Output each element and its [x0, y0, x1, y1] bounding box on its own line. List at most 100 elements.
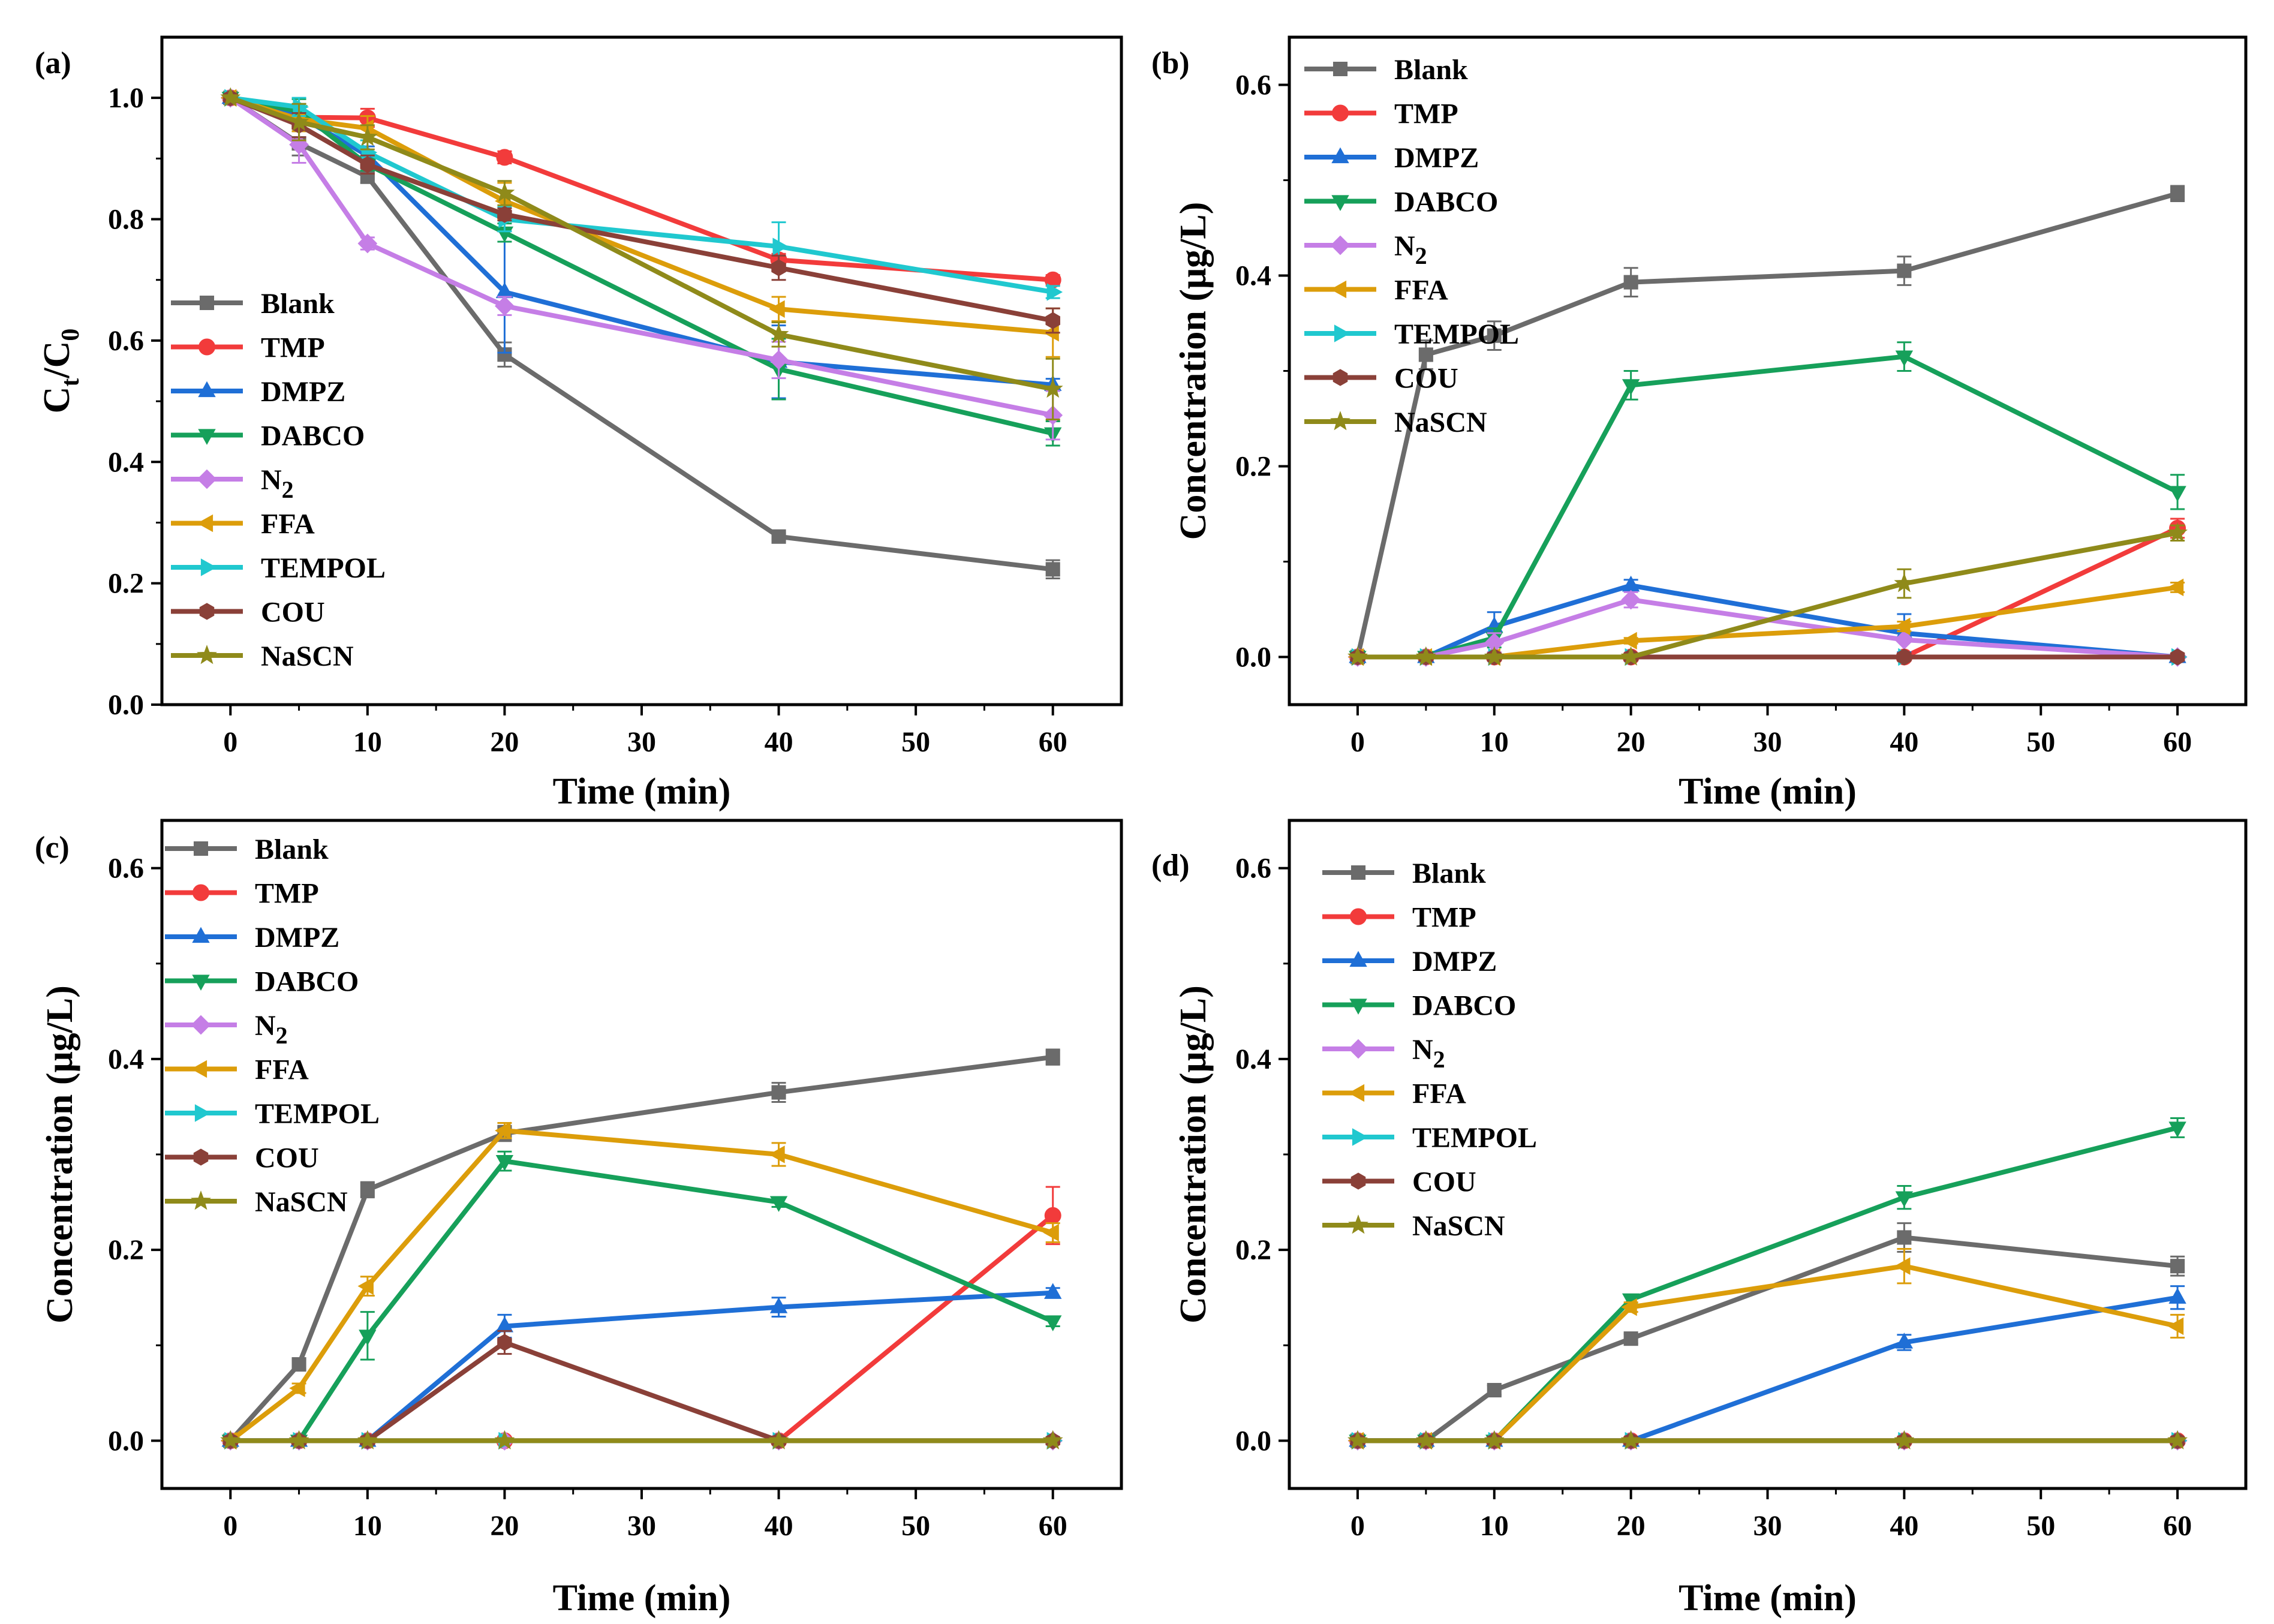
panel-d-series-nascn-point: [1347, 1430, 1368, 1449]
panel-d-series-ffa-line: [1357, 1264, 2178, 1443]
panel-c-legend-swatch-marker: [193, 1148, 209, 1166]
panel-a-ytick-label: 0.4: [108, 446, 144, 478]
panel-c-legend-swatch-marker: [194, 1104, 211, 1122]
panel-a-legend-item-nascn: NaSCN: [171, 640, 354, 672]
panel-b-series-dabco-point: [1895, 350, 1914, 367]
panel-b-legend-swatch-marker: [1332, 104, 1349, 122]
panel-c-series-nascn-point: [494, 1430, 515, 1449]
panel-a-legend-label: Blank: [261, 288, 335, 320]
panel-b-legend-swatch-marker: [1334, 324, 1350, 342]
panel-b-series-nascn-point: [1347, 646, 1368, 666]
panel-b-legend-item-cou: COU: [1304, 363, 1458, 395]
panel-d-series-blank-line: [1357, 1235, 2178, 1443]
panel-b-series-cou-point: [2170, 648, 2185, 666]
panel-b-series-n2-point: [1621, 590, 1641, 610]
panel-c-legend-item-dmpz: DMPZ: [165, 922, 339, 954]
panel-c-ytick-label: 0.6: [108, 853, 144, 885]
panel-c-legend-label: TEMPOL: [255, 1098, 380, 1130]
panel-a-xtick-label: 20: [490, 726, 519, 758]
panel-a-ylabel: Ct/C0: [37, 329, 85, 414]
panel-b-legend-label: TMP: [1394, 98, 1458, 130]
panel-d-xtick-label: 10: [1480, 1510, 1509, 1542]
panel-c-legend-label: DMPZ: [255, 922, 339, 954]
panel-a-series-nascn-point: [1042, 378, 1063, 398]
panel-a-label: (a): [35, 46, 71, 80]
panel-c-series-blank-point: [1045, 1049, 1060, 1064]
panel-d-legend-label: FFA: [1412, 1078, 1466, 1110]
panel-a-legend-swatch-marker: [198, 338, 215, 356]
panel-d-series-dmpz-line: [1357, 1295, 2178, 1443]
panel-a-ytick-label: 0.6: [108, 325, 144, 357]
panel-b-legend-label: NaSCN: [1394, 407, 1487, 438]
panel-b-legend-label: DMPZ: [1394, 142, 1479, 174]
panel-a-legend-swatch-marker: [197, 469, 217, 489]
panel-c-legend-item-ffa: FFA: [165, 1054, 309, 1086]
panel-a-series-dmpz: [221, 88, 1062, 399]
panel-b-xtick-label: 50: [2026, 726, 2055, 758]
panel-d-legend-label: Blank: [1412, 858, 1486, 889]
panel-d-legend-item-cou: COU: [1322, 1166, 1476, 1198]
panel-c-legend: Blank TMP DMPZ DABCO N2 FFA TEMPOL COU NaSCN: [165, 834, 380, 1218]
panel-c-series-blank-point: [771, 1085, 786, 1100]
panel-b-ytick-label: 0.2: [1235, 451, 1271, 483]
panel-d-legend-swatch-marker: [1350, 1172, 1366, 1190]
panel-c-series-nascn-point: [768, 1430, 789, 1449]
panel-c-series-tmp-point: [1044, 1207, 1061, 1224]
panel-b-legend-label: Blank: [1394, 54, 1468, 86]
panel-c-series-nascn-point: [288, 1430, 309, 1449]
panel-b-xlabel: Time (min): [1679, 771, 1857, 812]
panel-d-series-nascn-point: [1415, 1430, 1436, 1449]
panel-c-series-nascn: [220, 1430, 1063, 1449]
panel-d-ytick-label: 0.4: [1235, 1043, 1271, 1075]
panel-b-series-dabco-point: [1622, 379, 1640, 395]
panel-d-ytick-label: 0.0: [1235, 1425, 1271, 1457]
panel-a-series-ffa-point: [769, 300, 785, 318]
panel-c-series-dabco-point: [769, 1196, 788, 1212]
panel-d-ylabel: Concentration (μg/L): [1173, 985, 1214, 1324]
panel-b-series-nascn-point: [1484, 646, 1505, 666]
panel-c-legend-label: TMP: [255, 878, 319, 910]
panel-d-series-nascn-point: [1484, 1430, 1505, 1449]
panel-b-series-ffa-point: [1621, 631, 1637, 650]
panel-a-series-nascn-point: [494, 182, 515, 202]
panel-d-legend-item-dmpz: DMPZ: [1322, 946, 1497, 978]
panel-a-legend-label-main: N: [261, 464, 282, 496]
panel-d-legend: Blank TMP DMPZ DABCO N2 FFA TEMPOL COU NaSCN: [1322, 858, 1537, 1242]
panel-a-xtick-label: 50: [901, 726, 930, 758]
panel-a-series-tmp-point: [496, 149, 513, 166]
panel-b-series-cou-point: [1897, 648, 1912, 666]
panel-d-legend-swatch-marker: [1350, 908, 1367, 925]
panel-d-series-dabco-point: [1895, 1191, 1914, 1207]
panel-a-series-n2-point: [495, 296, 515, 316]
panel-d-legend-item-tmp: TMP: [1322, 902, 1476, 934]
panel-a-legend-label: DMPZ: [261, 376, 345, 408]
panel-c-ylabel: Concentration (μg/L): [40, 985, 80, 1324]
panel-d-legend-label: NaSCN: [1412, 1210, 1505, 1242]
panel-b-legend-item-tmp: TMP: [1304, 98, 1458, 130]
panel-a-ytick-label: 0.0: [108, 689, 144, 721]
panel-d-xtick-label: 0: [1350, 1510, 1365, 1542]
panel-b-legend-label: COU: [1394, 363, 1458, 395]
panel-c-legend-label-sub: 2: [276, 1022, 288, 1049]
panel-b-ytick-label: 0.4: [1235, 260, 1271, 292]
panel-a-legend-swatch-marker: [198, 429, 216, 445]
panel-c-ytick-label: 0.0: [108, 1425, 144, 1457]
panel-d-series-blank-point: [1897, 1230, 1912, 1245]
panel-c-legend-swatch-marker: [192, 884, 209, 901]
panel-a-legend-label: COU: [261, 597, 325, 628]
panel-a-legend-item-dmpz: DMPZ: [171, 376, 345, 408]
panel-b-ytick-label: 0.0: [1235, 642, 1271, 673]
panel-d-ytick-label: 0.2: [1235, 1234, 1271, 1266]
panel-b-legend-item-tempol: TEMPOL: [1304, 318, 1519, 350]
panel-a-legend-label: FFA: [261, 509, 315, 540]
panel-c-series-nascn-point: [357, 1430, 378, 1449]
panel-d-series-dmpz-point: [1895, 1333, 1914, 1349]
panel-d-xtick-label: 30: [1753, 1510, 1782, 1542]
panel-b-xtick-label: 10: [1480, 726, 1509, 758]
panel-b-legend-item-nascn: NaSCN: [1304, 407, 1487, 438]
panel-a-ylabel-part: t: [57, 378, 85, 387]
panel-c-xtick-label: 50: [901, 1510, 930, 1542]
panel-c-legend-item-nascn: NaSCN: [165, 1186, 348, 1218]
panel-b-legend-label-main: N: [1394, 230, 1415, 262]
panel-a-legend-swatch-marker: [200, 558, 217, 576]
